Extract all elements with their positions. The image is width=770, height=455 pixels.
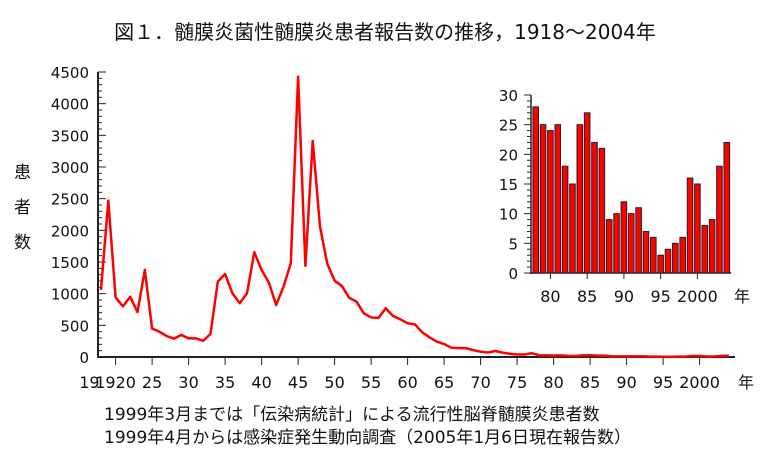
chart-title: 図１．髄膜炎菌性髄膜炎患者報告数の推移，1918〜2004年: [114, 20, 656, 44]
x-tick-label: 55: [361, 373, 381, 392]
y-tick-label: 500: [60, 317, 89, 335]
y-tick-label: 3500: [51, 127, 89, 145]
x-tick-label: 75: [507, 373, 527, 392]
inset-y-tick-label: 20: [499, 146, 518, 164]
inset-bar: [583, 112, 591, 274]
inset-bar: [650, 236, 657, 274]
inset-bar: [620, 201, 628, 274]
y-tick-label: 1500: [51, 254, 89, 272]
inset-x-tick-label: 90: [614, 287, 634, 306]
x-tick-label: 45: [288, 373, 308, 392]
x-tick-label: 30: [178, 373, 198, 392]
inset-x-tick-label: 80: [540, 287, 560, 306]
inset-bar: [591, 141, 598, 274]
inset-bar: [532, 106, 540, 274]
inset-bar: [613, 213, 620, 274]
x-tick-label: 85: [580, 373, 600, 392]
inset-bar: [569, 183, 576, 274]
inset-x-tick-label: 2000: [677, 287, 718, 306]
y-tick-label: 0: [79, 349, 89, 367]
y-tick-label: 4500: [51, 64, 89, 82]
inset-y-tick-label: 10: [499, 206, 518, 224]
inset-bar: [672, 242, 679, 274]
inset-y-tick-label: 15: [499, 176, 518, 194]
inset-x-tick-label: 95: [650, 287, 670, 306]
x-tick-label: 70: [470, 373, 490, 392]
inset-y-tick-label: 25: [499, 117, 518, 135]
inset-bar: [539, 124, 547, 274]
inset-bar: [576, 124, 584, 274]
inset-bar: [642, 230, 650, 274]
y-tick-label: 3000: [51, 159, 89, 177]
inset-bar: [605, 219, 613, 274]
x-tick-label: 60: [397, 373, 417, 392]
x-tick-label: 40: [251, 373, 271, 392]
inset-bar: [723, 141, 731, 274]
inset-x-tick-label: 85: [577, 287, 597, 306]
x-tick-label: 65: [434, 373, 454, 392]
x-tick-label: 95: [653, 373, 673, 392]
x-tick-label: 90: [616, 373, 636, 392]
x-axis-unit-label: 年: [738, 373, 754, 392]
inset-bar: [708, 219, 716, 274]
y-tick-label: 2500: [51, 191, 89, 209]
y-axis-label-2: 者: [14, 198, 31, 218]
y-axis-label-3: 数: [14, 233, 31, 253]
inset-bar: [627, 213, 635, 274]
inset-bar: [635, 207, 642, 274]
inset-y-tick-label: 0: [508, 265, 518, 283]
x-tick-label: 25: [142, 373, 162, 392]
y-tick-label: 4000: [51, 96, 89, 114]
inset-bar: [657, 254, 664, 274]
x-tick-label-prefix: 19: [79, 373, 99, 392]
y-axis-label-1: 患: [14, 163, 31, 183]
inset-bar: [664, 248, 672, 274]
footnote-1: 1999年3月までは「伝染病統計」による流行性脳脊髄膜炎患者数: [104, 405, 600, 425]
x-tick-label: 50: [324, 373, 344, 392]
inset-bar: [694, 183, 701, 274]
inset-y-tick-label: 5: [508, 235, 518, 253]
data-series-line: [99, 75, 729, 359]
inset-x-axis-unit-label: 年: [734, 287, 750, 306]
y-tick-label: 2000: [51, 222, 89, 240]
inset-bar: [561, 165, 569, 274]
inset-bar: [598, 147, 606, 274]
inset-y-tick-label: 30: [499, 87, 518, 105]
x-tick-label: 80: [543, 373, 563, 392]
inset-bar: [554, 124, 562, 274]
x-tick-label: 35: [215, 373, 235, 392]
inset-bar: [686, 177, 694, 274]
x-tick-label: 2000: [679, 373, 720, 392]
footnote-2: 1999年4月からは感染症発生動向調査（2005年1月6日現在報告数）: [104, 428, 631, 448]
inset-bar: [679, 236, 687, 274]
inset-bar: [701, 225, 709, 274]
x-tick-label: 1920: [95, 373, 136, 392]
inset-bar: [547, 130, 554, 274]
y-tick-label: 1000: [51, 286, 89, 304]
inset-bar: [716, 165, 723, 274]
